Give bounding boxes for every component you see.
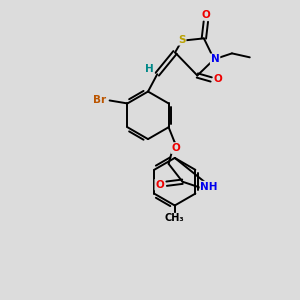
Text: O: O bbox=[155, 180, 164, 190]
Text: O: O bbox=[202, 10, 210, 20]
Text: O: O bbox=[171, 143, 180, 153]
Text: N: N bbox=[211, 54, 220, 64]
Text: CH₃: CH₃ bbox=[165, 213, 184, 224]
Text: H: H bbox=[145, 64, 154, 74]
Text: Br: Br bbox=[93, 95, 106, 106]
Text: O: O bbox=[214, 74, 223, 85]
Text: NH: NH bbox=[200, 182, 218, 192]
Text: S: S bbox=[178, 35, 186, 45]
